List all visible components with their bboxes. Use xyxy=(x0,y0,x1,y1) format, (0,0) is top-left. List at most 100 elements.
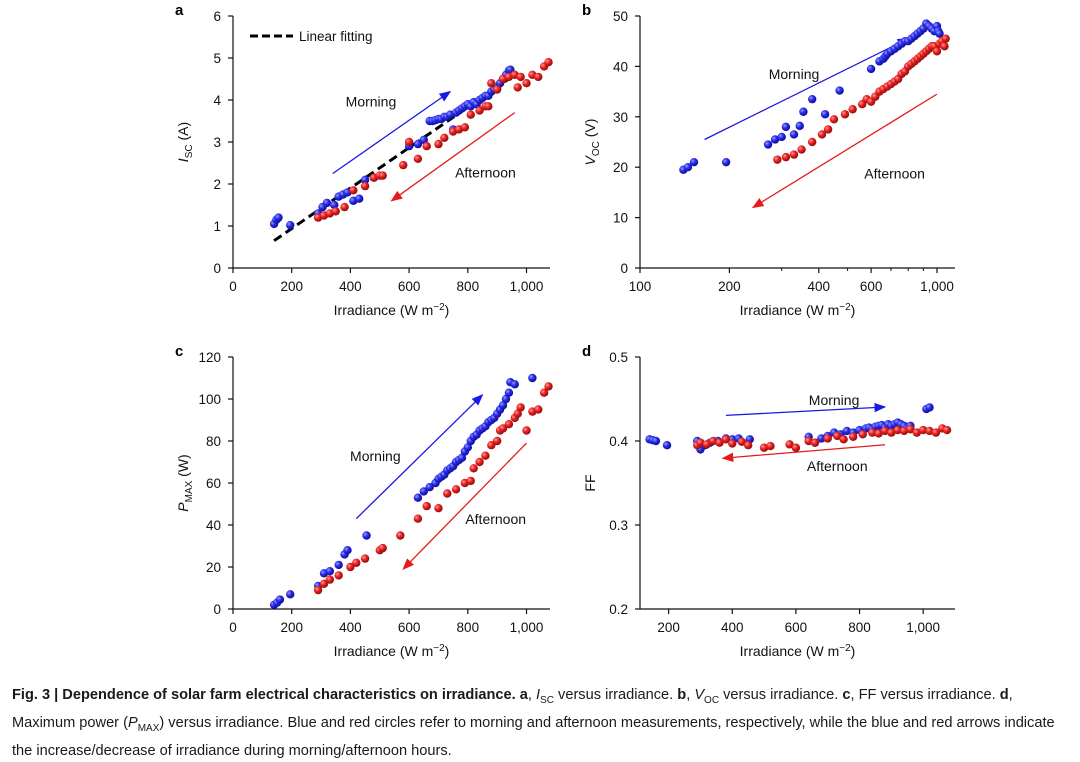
morning-arrow xyxy=(355,393,484,520)
y-axis-label-symbol: V xyxy=(582,154,598,165)
morning-point xyxy=(866,64,876,74)
afternoon-arrow xyxy=(751,93,938,209)
afternoon-point xyxy=(925,426,934,436)
morning-point xyxy=(322,198,332,208)
morning-point xyxy=(807,94,817,104)
afternoon-series xyxy=(313,58,553,222)
y-axis-label-symbol: P xyxy=(175,502,191,512)
x-tick-label: 600 xyxy=(785,620,808,635)
afternoon-point xyxy=(781,152,791,162)
afternoon-point xyxy=(475,106,484,115)
y-tick-label: 5 xyxy=(213,51,221,66)
morning-annotation: Morning xyxy=(769,66,820,82)
morning-point xyxy=(842,426,852,436)
y-tick-label: 80 xyxy=(206,434,221,449)
x-tick-label: 100 xyxy=(629,279,652,294)
morning-point xyxy=(413,139,423,149)
afternoon-point xyxy=(434,139,443,149)
afternoon-point xyxy=(319,579,329,588)
morning-series xyxy=(269,65,515,230)
afternoon-point xyxy=(544,58,553,67)
morning-point xyxy=(498,401,508,410)
caption-c-letter: c xyxy=(842,687,851,703)
y-tick-label: 0 xyxy=(620,261,628,276)
afternoon-point xyxy=(887,428,896,437)
afternoon-point xyxy=(789,150,799,159)
afternoon-point xyxy=(487,79,496,88)
morning-point xyxy=(781,122,791,132)
x-tick-label: 1,000 xyxy=(510,620,544,635)
caption-d-symbol: P xyxy=(127,714,138,731)
afternoon-series xyxy=(693,424,952,452)
afternoon-arrow xyxy=(390,112,516,202)
morning-point xyxy=(789,130,799,139)
morning-point xyxy=(355,194,364,203)
x-tick-label: 200 xyxy=(657,620,680,635)
afternoon-point xyxy=(696,438,705,447)
afternoon-point xyxy=(516,72,525,82)
y-axis-label-unit: (W) xyxy=(175,454,191,480)
legend-label: Linear fitting xyxy=(299,29,373,44)
afternoon-point xyxy=(313,585,323,595)
afternoon-point xyxy=(874,429,883,438)
afternoon-point xyxy=(708,436,718,446)
morning-point xyxy=(683,163,693,172)
panel-d-ff-chart: 200 400 600 800 1,000 0.2 0.3 0.4 0.5 Irradiance … xyxy=(582,343,955,659)
morning-point xyxy=(504,388,514,397)
afternoon-point xyxy=(773,155,782,164)
afternoon-point xyxy=(346,562,355,572)
afternoon-point xyxy=(807,137,817,147)
afternoon-point xyxy=(868,428,877,437)
afternoon-point xyxy=(498,424,508,433)
y-axis-label: VOC (V) xyxy=(582,119,602,166)
x-tick-label: 600 xyxy=(860,279,883,294)
panel-letter: b xyxy=(582,2,591,19)
x-tick-label: 800 xyxy=(457,620,480,635)
afternoon-point xyxy=(492,85,502,94)
y-tick-label: 4 xyxy=(213,93,221,108)
morning-point xyxy=(651,436,661,446)
afternoon-point xyxy=(487,441,496,450)
afternoon-point xyxy=(759,443,769,452)
afternoon-point xyxy=(451,485,461,494)
x-axis-label-end: ) xyxy=(445,302,450,318)
afternoon-point xyxy=(804,436,813,446)
afternoon-point xyxy=(766,441,775,451)
afternoon-point xyxy=(721,435,731,444)
morning-arrow xyxy=(725,402,887,417)
afternoon-point xyxy=(829,115,839,124)
morning-point xyxy=(360,175,370,184)
afternoon-point xyxy=(880,426,890,436)
afternoon-point xyxy=(791,443,801,452)
x-tick-label: 200 xyxy=(718,279,741,294)
x-axis-label-superscript: −2 xyxy=(839,643,851,654)
x-axis-label: Irradiance (W m−2) xyxy=(740,302,856,318)
afternoon-arrow xyxy=(721,444,886,463)
afternoon-point xyxy=(743,441,753,450)
y-tick-label: 60 xyxy=(206,476,221,491)
y-axis-label-unit: (A) xyxy=(175,122,191,145)
afternoon-annotation: Afternoon xyxy=(465,511,526,527)
afternoon-point xyxy=(360,181,370,191)
morning-arrow xyxy=(704,38,910,141)
morning-point xyxy=(528,373,537,383)
x-tick-label: 0 xyxy=(229,620,237,635)
y-tick-label: 40 xyxy=(613,59,628,74)
y-axis-label: PMAX (W) xyxy=(175,454,195,511)
morning-point xyxy=(343,546,352,555)
afternoon-point xyxy=(440,133,449,142)
morning-point xyxy=(419,487,428,496)
y-tick-label: 0 xyxy=(213,602,221,617)
afternoon-point xyxy=(539,388,549,397)
panel-b-voc-chart: 100 200 400 600 1,000 0 10 20 30 40 50 Irradiance (… xyxy=(582,2,955,318)
morning-series xyxy=(269,373,537,609)
afternoon-point xyxy=(941,34,950,43)
afternoon-point xyxy=(940,42,949,51)
afternoon-annotation: Afternoon xyxy=(864,165,925,181)
morning-point xyxy=(510,380,519,389)
morning-point xyxy=(721,157,731,167)
afternoon-point xyxy=(833,431,842,441)
afternoon-point xyxy=(475,457,484,467)
panel-c-pmax-chart: 0 200 400 600 800 1,000 0 20 40 60 80 100 120 Irradia… xyxy=(175,343,553,659)
afternoon-point xyxy=(422,501,431,511)
